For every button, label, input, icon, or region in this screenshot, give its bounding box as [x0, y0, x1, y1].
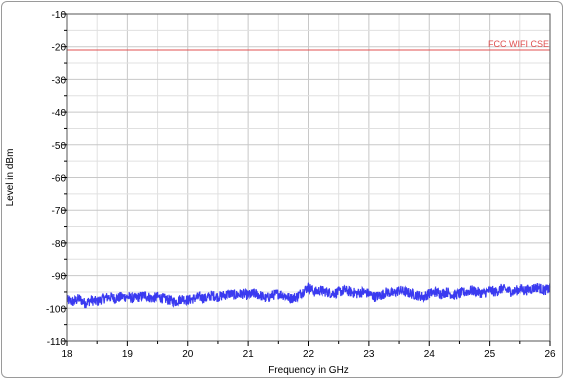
x-tick-label: 19 [122, 349, 134, 360]
y-tick-label: -50 [52, 141, 67, 152]
x-tick-label: 18 [61, 349, 73, 360]
x-tick-label: 24 [424, 349, 436, 360]
x-tick-label: 25 [484, 349, 496, 360]
limit-line-label: FCC WIFI CSE [488, 39, 549, 49]
limit-line-group: FCC WIFI CSE [67, 39, 550, 51]
y-tick-label: -100 [46, 304, 66, 315]
y-tick-label: -90 [52, 272, 67, 283]
y-tick-label: -60 [52, 174, 67, 185]
y-tick-label: -80 [52, 239, 67, 250]
x-axis-title: Frequency in GHz [268, 365, 349, 376]
y-tick-label: -10 [52, 10, 67, 21]
y-tick-label: -40 [52, 108, 67, 119]
y-tick-label: -20 [52, 43, 67, 54]
x-tick-label: 22 [303, 349, 315, 360]
x-tick-label: 23 [363, 349, 375, 360]
x-axis-ticks: 18 19 20 21 22 23 24 25 26 [61, 341, 556, 360]
y-axis-ticks: -10 -20 -30 -40 -50 -60 -70 -80 -90 -100 -110 [46, 10, 67, 348]
y-tick-label: -110 [47, 337, 67, 348]
series-trace [66, 282, 551, 309]
x-tick-label: 20 [182, 349, 194, 360]
x-tick-label: 21 [243, 349, 255, 360]
trace-group [66, 282, 551, 309]
y-tick-label: -30 [52, 75, 67, 86]
y-axis-title: Level in dBm [5, 149, 16, 207]
x-tick-label: 26 [544, 349, 556, 360]
y-tick-label: -70 [52, 206, 67, 217]
